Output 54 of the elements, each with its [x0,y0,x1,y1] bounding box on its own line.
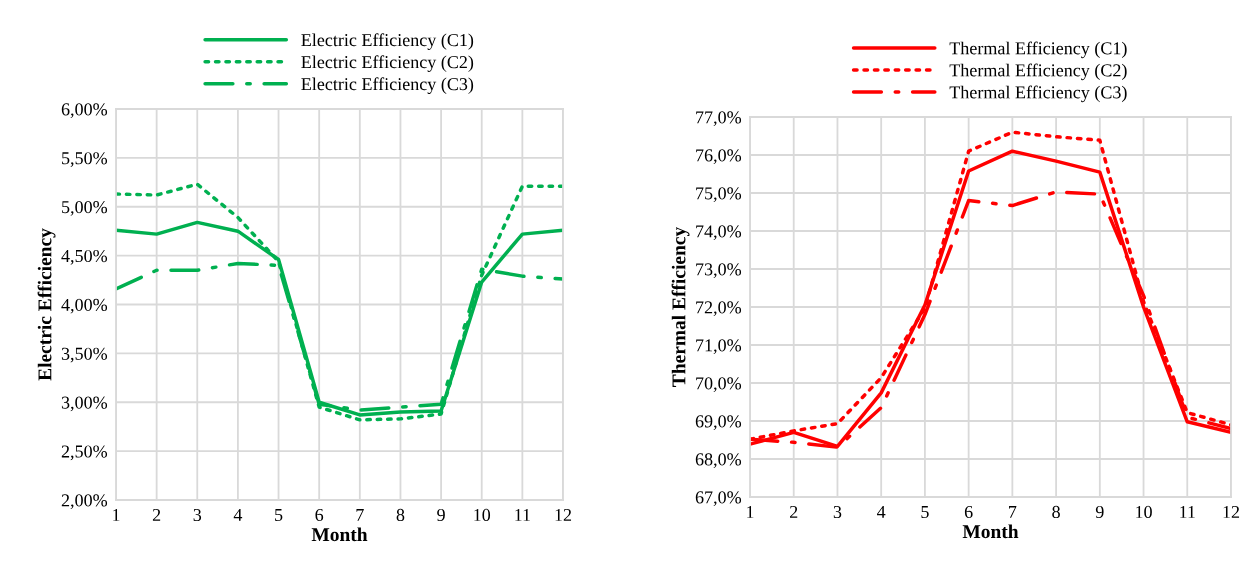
x-tick-label: 9 [437,508,445,522]
legend-label: Electric Efficiency (C3) [301,77,474,94]
x-tick-label: 5 [275,509,283,522]
x-tick-label: 10 [1136,505,1152,519]
y-tick-label: 4,50% [61,249,108,265]
legend-label: Electric Efficiency (C2) [301,55,474,72]
y-tick-label: 2,00% [61,494,108,510]
x-tick-label: 3 [193,508,202,522]
y-tick-label: 72,0% [696,301,742,317]
y-tick-label: 71,0% [696,339,742,355]
x-tick-label: 5 [921,506,929,519]
y-tick-label: 70,0% [696,377,742,393]
y-tick-label: 77,0% [696,111,742,127]
x-tick-label: 4 [877,505,886,518]
x-tick-label: 10 [474,508,491,522]
y-tick-label: 69,0% [695,415,742,431]
y-tick-label: 3,00% [61,396,108,412]
legend-label: Thermal Efficiency (C2) [949,63,1127,81]
x-tick-label: 7 [356,509,364,521]
x-tick-label: 4 [233,508,243,521]
x-tick-label: 7 [1009,506,1017,518]
x-tick-label: 6 [964,505,973,519]
y-tick-label: 74,0% [696,225,742,241]
y-tick-label: 68,0% [695,453,742,469]
y-tick-label: 2,50% [61,445,108,461]
y-axis-title: Thermal Efficiency [671,227,690,387]
x-tick-label: 12 [1223,505,1240,518]
x-axis-title: Month [962,524,1019,539]
y-tick-label: 3,50% [61,347,108,363]
y-tick-label: 76,0% [696,149,742,165]
x-tick-label: 6 [315,508,324,522]
legend-label: Thermal Efficiency (C1) [949,41,1127,59]
x-tick-label: 9 [1095,505,1104,519]
legend-label: Electric Efficiency (C1) [301,33,474,50]
x-tick-label: 2 [790,505,798,518]
x-tick-label: 2 [152,508,161,521]
y-tick-label: 5,00% [62,201,108,216]
x-tick-label: 8 [1052,505,1060,519]
legend-label: Thermal Efficiency (C3) [949,85,1127,103]
x-tick-label: 3 [833,505,842,519]
y-tick-label: 4,00% [61,298,108,314]
y-tick-label: 5,50% [62,152,108,167]
x-tick-label: 1 [747,505,754,518]
x-axis-title: Month [311,527,368,542]
x-tick-label: 8 [396,508,405,522]
x-tick-label: 11 [515,508,530,521]
y-tick-label: 67,0% [695,491,742,507]
y-tick-label: 6,00% [61,103,108,119]
x-tick-label: 11 [1180,505,1195,518]
x-tick-label: 12 [555,508,572,521]
y-tick-label: 75,0% [696,187,742,203]
y-tick-label: 73,0% [696,263,742,279]
y-axis-title: Electric Efficiency [37,228,56,381]
x-tick-label: 1 [113,508,120,521]
